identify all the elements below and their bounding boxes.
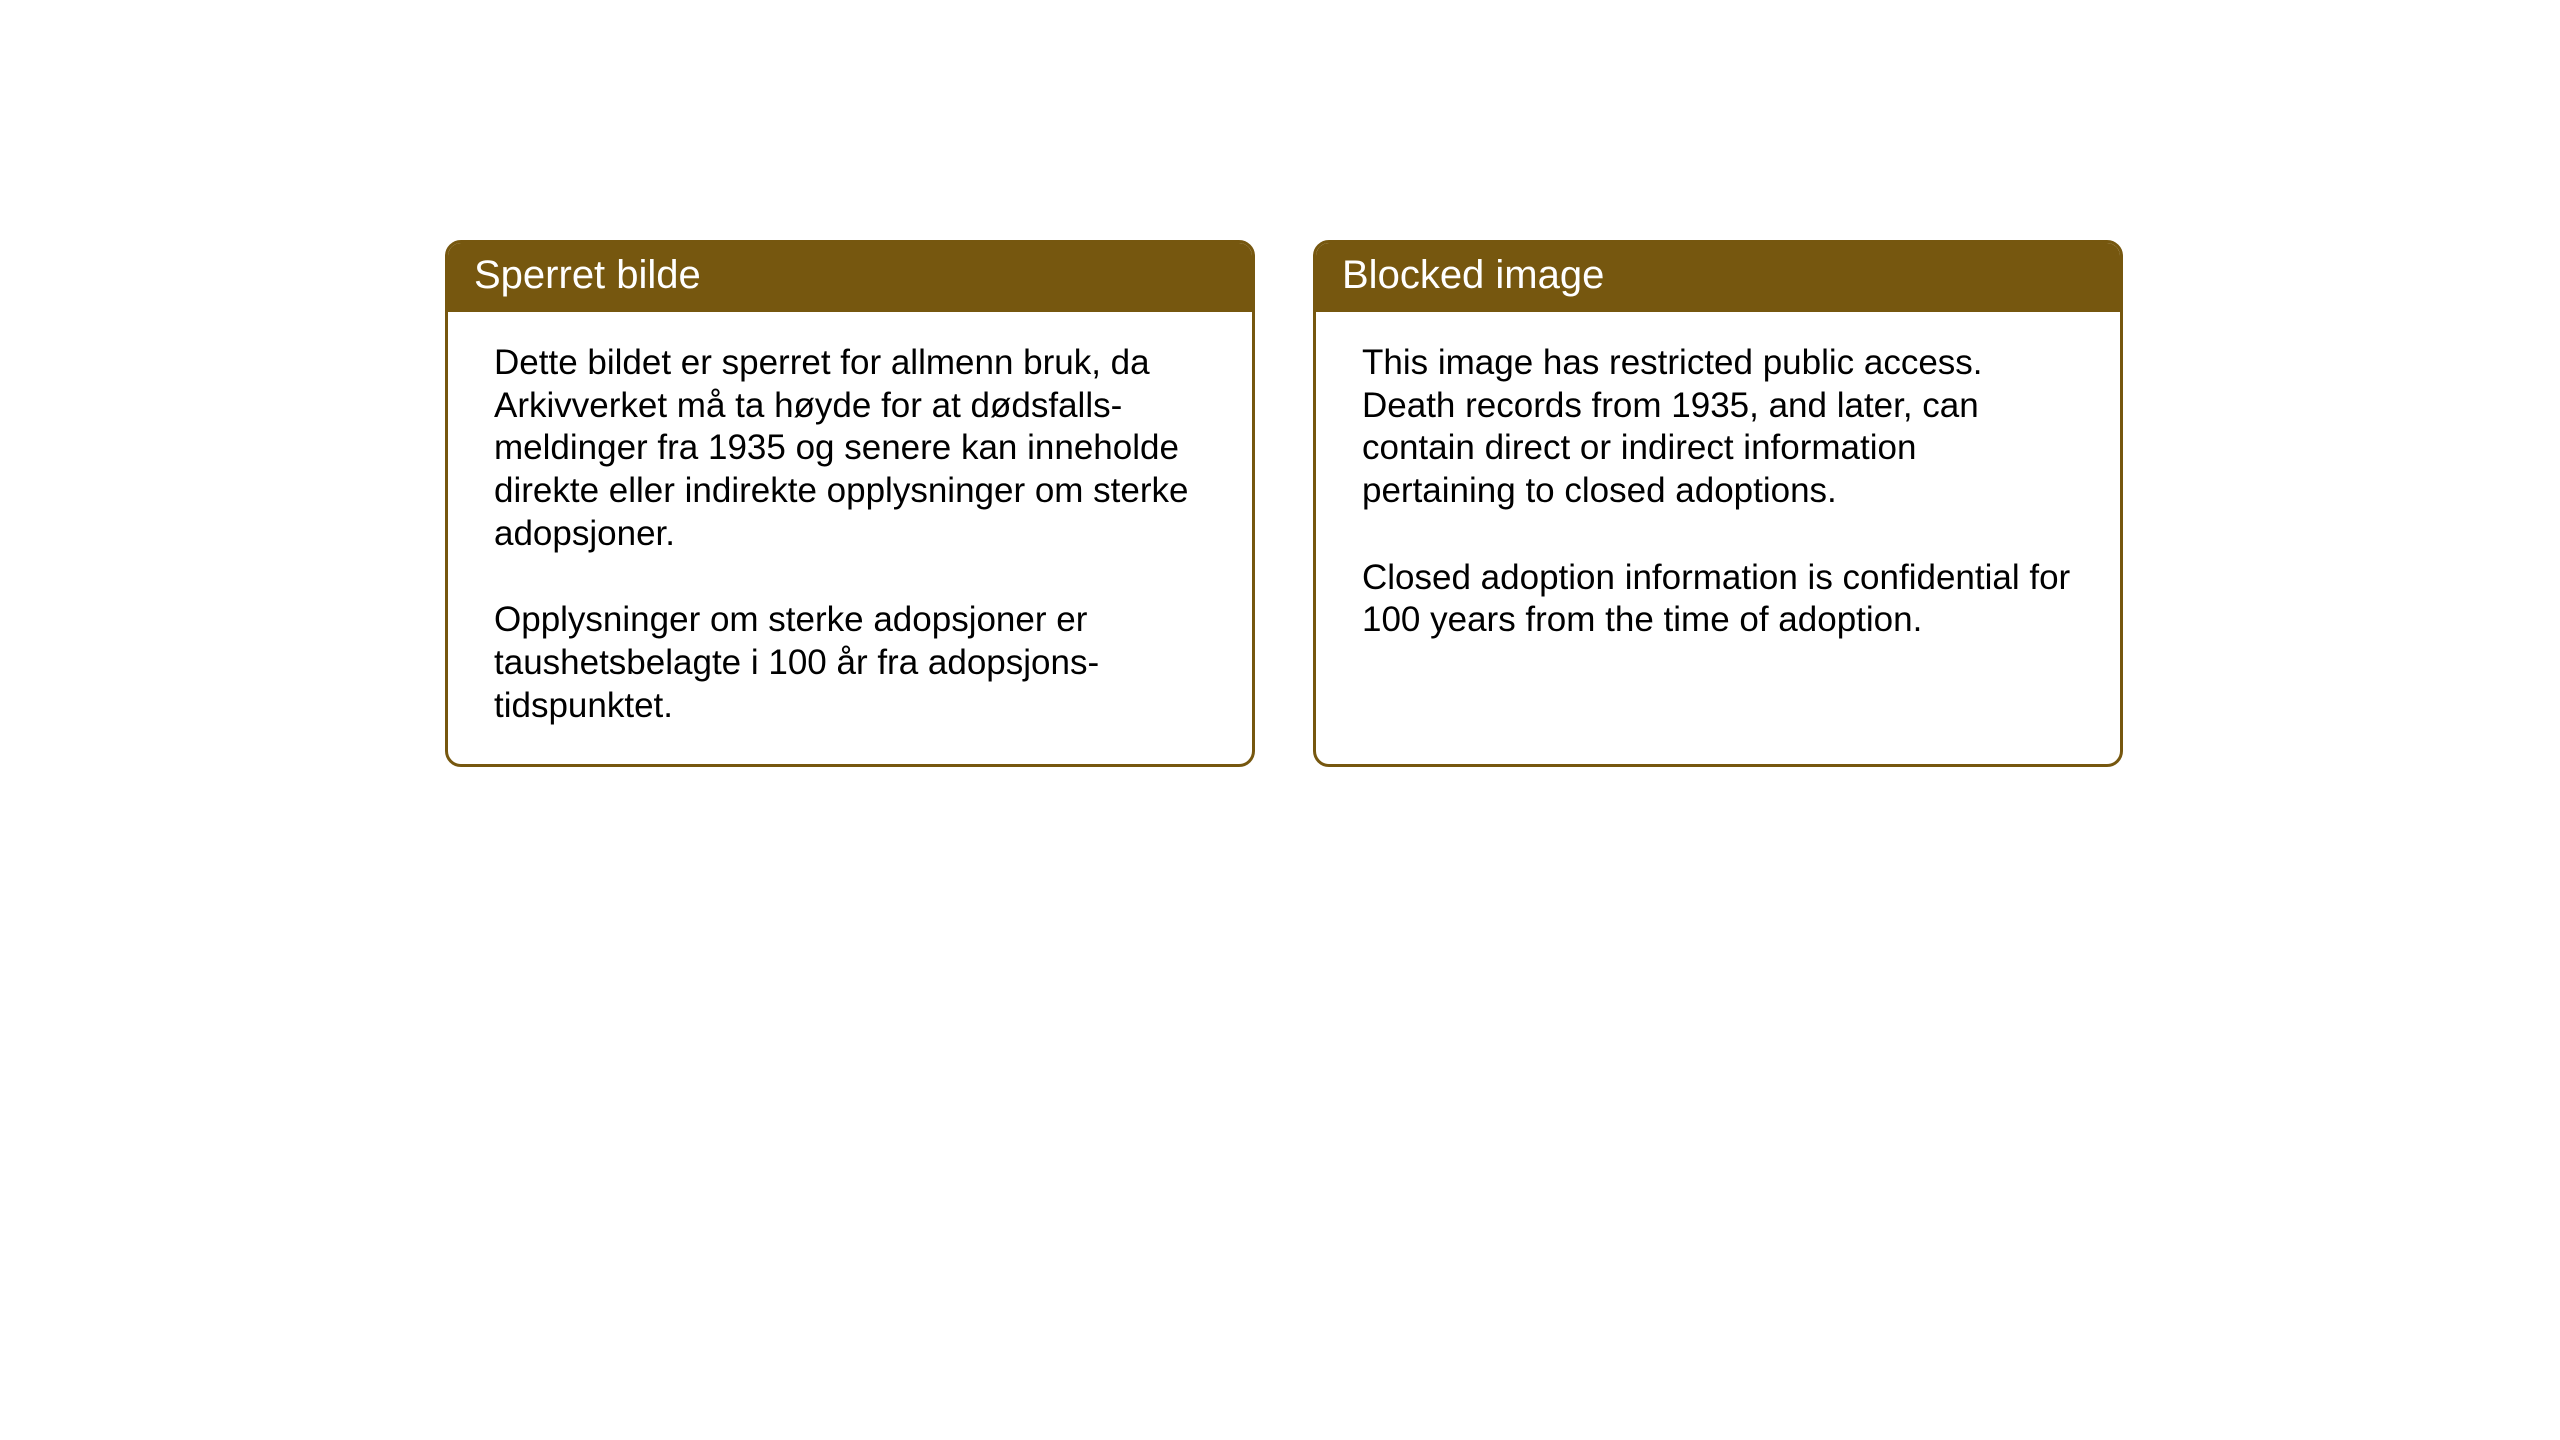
card-paragraph-2-english: Closed adoption information is confident… [1362, 557, 2074, 642]
card-body-norwegian: Dette bildet er sperret for allmenn bruk… [448, 312, 1252, 764]
notice-card-english: Blocked image This image has restricted … [1313, 240, 2123, 767]
card-title-english: Blocked image [1342, 253, 2094, 298]
notice-card-norwegian: Sperret bilde Dette bildet er sperret fo… [445, 240, 1255, 767]
notice-container: Sperret bilde Dette bildet er sperret fo… [445, 240, 2123, 767]
card-title-norwegian: Sperret bilde [474, 253, 1226, 298]
card-header-norwegian: Sperret bilde [448, 243, 1252, 312]
card-paragraph-1-norwegian: Dette bildet er sperret for allmenn bruk… [494, 342, 1206, 555]
card-paragraph-2-norwegian: Opplysninger om sterke adopsjoner er tau… [494, 599, 1206, 727]
card-header-english: Blocked image [1316, 243, 2120, 312]
card-body-english: This image has restricted public access.… [1316, 312, 2120, 752]
card-paragraph-1-english: This image has restricted public access.… [1362, 342, 2074, 513]
